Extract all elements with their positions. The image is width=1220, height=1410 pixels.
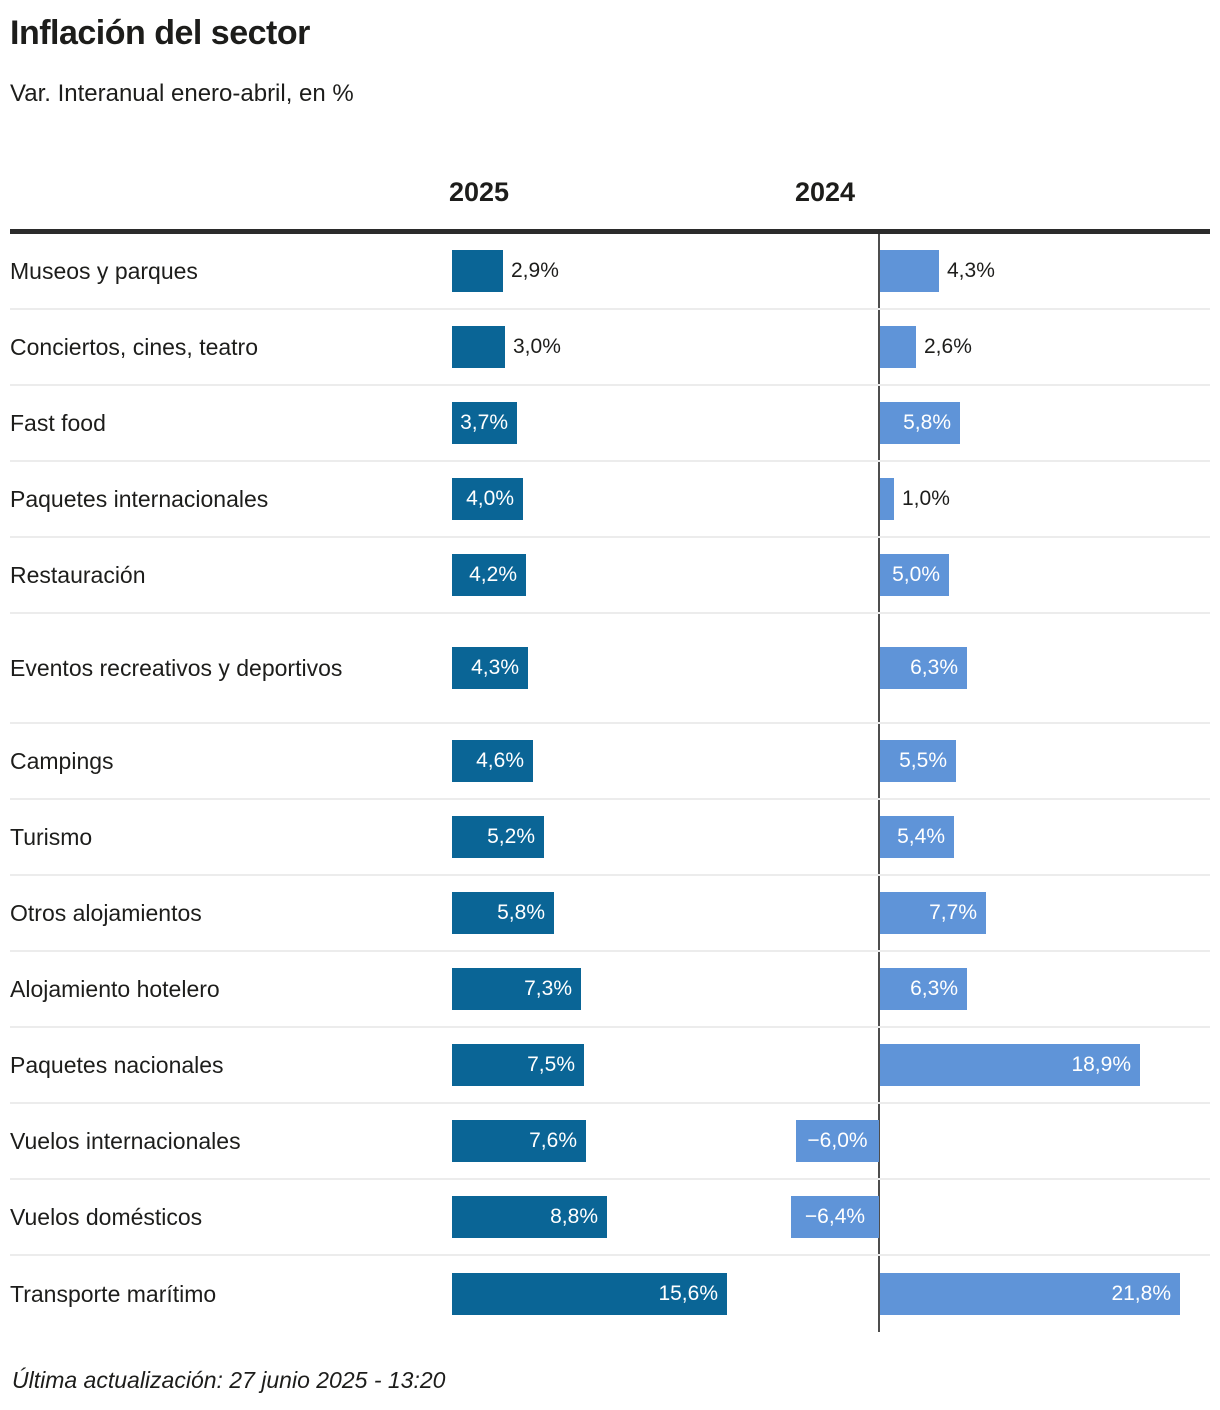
bar-2025: 7,5% xyxy=(452,1044,584,1086)
chart-row: Museos y parques 2,9% 4,3% xyxy=(10,234,1210,310)
chart-subtitle: Var. Interanual enero-abril, en % xyxy=(10,80,354,107)
value-label-2025: 5,8% xyxy=(497,901,545,924)
chart-body: Museos y parques 2,9% 4,3% Conciertos, cine… xyxy=(10,234,1210,1332)
value-label-2025: 4,6% xyxy=(476,749,524,772)
value-label-2024: −6,4% xyxy=(804,1205,866,1228)
value-label-2024: 5,0% xyxy=(892,563,940,586)
bar-2024 xyxy=(880,250,939,292)
value-label-2024: 7,7% xyxy=(929,901,977,924)
bar-2025: 4,0% xyxy=(452,478,523,520)
chart-row: Turismo 5,2% 5,4% xyxy=(10,800,1210,876)
bar-2024: 7,7% xyxy=(880,892,986,934)
category-label: Paquetes internacionales xyxy=(10,485,269,512)
category-label: Restauración xyxy=(10,561,146,588)
category-label: Alojamiento hotelero xyxy=(10,975,220,1002)
value-label-2024: 5,5% xyxy=(899,749,947,772)
value-label-2025: 3,7% xyxy=(460,411,508,434)
bar-2025: 3,7% xyxy=(452,402,517,444)
value-label-2024: 6,3% xyxy=(910,977,958,1000)
column-header-2024: 2024 xyxy=(795,177,856,207)
bar-2024: 6,3% xyxy=(880,647,967,689)
bar-2024: 21,8% xyxy=(880,1273,1180,1315)
bar-2025: 4,3% xyxy=(452,647,528,689)
category-label: Eventos recreativos y deportivos xyxy=(10,654,343,681)
value-label-2024: 18,9% xyxy=(1071,1053,1131,1076)
header-rule xyxy=(10,229,1210,234)
value-label-2024: 21,8% xyxy=(1111,1282,1171,1305)
bar-2024 xyxy=(880,478,894,520)
value-label-2024: 1,0% xyxy=(902,487,950,510)
category-label: Vuelos internacionales xyxy=(10,1127,241,1154)
value-label-2024: 5,4% xyxy=(897,825,945,848)
chart-row: Eventos recreativos y deportivos 4,3% 6,3% xyxy=(10,614,1210,724)
value-label-2025: 7,5% xyxy=(527,1053,575,1076)
category-label: Campings xyxy=(10,747,114,774)
value-label-2025: 4,3% xyxy=(471,656,519,679)
category-label: Paquetes nacionales xyxy=(10,1051,224,1078)
value-label-2025: 2,9% xyxy=(511,259,559,282)
chart-row: Restauración 4,2% 5,0% xyxy=(10,538,1210,614)
category-label: Transporte marítimo xyxy=(10,1280,217,1307)
bar-2024: 18,9% xyxy=(880,1044,1140,1086)
axis-line-2024 xyxy=(878,234,880,1332)
bar-2024: 5,8% xyxy=(880,402,960,444)
bar-2025: 5,8% xyxy=(452,892,554,934)
bar-2024 xyxy=(880,326,916,368)
value-label-2025: 4,2% xyxy=(469,563,517,586)
bar-2024: −6,4% xyxy=(791,1196,879,1238)
last-updated: Última actualización: 27 junio 2025 - 13… xyxy=(12,1367,446,1393)
category-label: Museos y parques xyxy=(10,257,198,284)
bar-2024: 6,3% xyxy=(880,968,967,1010)
bar-2025: 15,6% xyxy=(452,1273,727,1315)
chart-row: Vuelos internacionales 7,6% −6,0% xyxy=(10,1104,1210,1180)
bar-2025: 7,3% xyxy=(452,968,581,1010)
chart-row: Fast food 3,7% 5,8% xyxy=(10,386,1210,462)
category-label: Vuelos domésticos xyxy=(10,1203,203,1230)
chart-row: Vuelos domésticos 8,8% −6,4% xyxy=(10,1180,1210,1256)
bar-2024: −6,0% xyxy=(796,1120,879,1162)
value-label-2024: 5,8% xyxy=(903,411,951,434)
value-label-2025: 4,0% xyxy=(466,487,514,510)
category-label: Fast food xyxy=(10,409,106,436)
value-label-2024: −6,0% xyxy=(807,1129,868,1152)
bar-2025: 7,6% xyxy=(452,1120,586,1162)
bar-2025 xyxy=(452,250,503,292)
bar-2024: 5,4% xyxy=(880,816,954,858)
bar-2025: 5,2% xyxy=(452,816,544,858)
column-header-2025: 2025 xyxy=(449,177,510,207)
page-title: Inflación del sector xyxy=(10,14,310,52)
value-label-2025: 15,6% xyxy=(658,1282,718,1305)
category-label: Conciertos, cines, teatro xyxy=(10,333,259,360)
chart-row: Transporte marítimo 15,6% 21,8% xyxy=(10,1256,1210,1332)
chart-row: Paquetes internacionales 4,0% 1,0% xyxy=(10,462,1210,538)
value-label-2024: 2,6% xyxy=(924,335,972,358)
value-label-2025: 7,6% xyxy=(529,1129,577,1152)
bar-2025 xyxy=(452,326,505,368)
bar-2024: 5,5% xyxy=(880,740,956,782)
chart-row: Alojamiento hotelero 7,3% 6,3% xyxy=(10,952,1210,1028)
value-label-2025: 8,8% xyxy=(550,1205,598,1228)
chart-row: Campings 4,6% 5,5% xyxy=(10,724,1210,800)
category-label: Turismo xyxy=(10,823,93,850)
bar-2025: 4,6% xyxy=(452,740,533,782)
value-label-2024: 6,3% xyxy=(910,656,958,679)
bar-2025: 4,2% xyxy=(452,554,526,596)
category-label: Otros alojamientos xyxy=(10,899,202,926)
chart-row: Conciertos, cines, teatro 3,0% 2,6% xyxy=(10,310,1210,386)
value-label-2025: 3,0% xyxy=(513,335,561,358)
value-label-2025: 5,2% xyxy=(487,825,535,848)
chart-row: Otros alojamientos 5,8% 7,7% xyxy=(10,876,1210,952)
chart-row: Paquetes nacionales 7,5% 18,9% xyxy=(10,1028,1210,1104)
bar-2024: 5,0% xyxy=(880,554,949,596)
bar-2025: 8,8% xyxy=(452,1196,607,1238)
value-label-2025: 7,3% xyxy=(524,977,572,1000)
value-label-2024: 4,3% xyxy=(947,259,995,282)
